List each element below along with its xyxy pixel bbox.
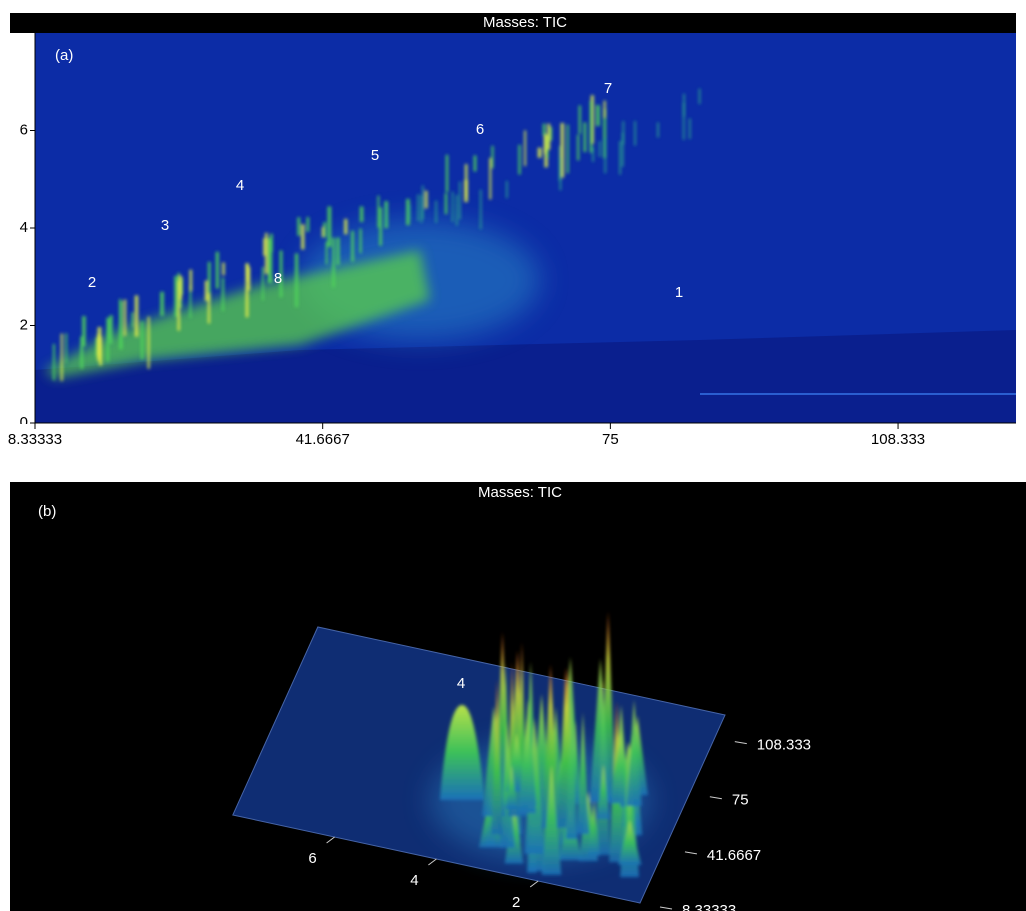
chart-title: Masses: TIC — [483, 14, 567, 31]
x-tick-label: 41.6667 — [296, 431, 350, 448]
page: Masses: TIC(a)2345678102468.3333341.6667… — [0, 0, 1026, 911]
peak-annotation: 3 — [161, 217, 169, 234]
y-tick-label: 6 — [20, 121, 28, 138]
peak-annotation: 4 — [457, 675, 465, 692]
x-tick-label: 108.333 — [757, 737, 811, 754]
y-tick-label: 2 — [512, 894, 520, 911]
peak-annotation: 2 — [88, 274, 96, 291]
peak-annotation: 1 — [675, 284, 683, 301]
peak-annotation: 6 — [476, 121, 484, 138]
peak-annotation: 5 — [371, 147, 379, 164]
y-tick-label: 2 — [20, 316, 28, 333]
x-tick-label: 108.333 — [871, 431, 925, 448]
x-tick-label: 8.33333 — [682, 902, 736, 911]
peak-annotation: 4 — [236, 177, 244, 194]
y-tick-label: 4 — [20, 219, 28, 236]
figure: Masses: TIC(a)2345678102468.3333341.6667… — [0, 0, 1026, 911]
panel-label: (b) — [38, 503, 56, 520]
peak-annotation: 7 — [604, 80, 612, 97]
x-tick-label: 75 — [602, 431, 619, 448]
y-tick-label: 4 — [410, 872, 418, 889]
y-tick-label: 6 — [308, 850, 316, 867]
peak-annotation: 8 — [274, 270, 282, 287]
x-label-strip — [0, 424, 1016, 454]
panel-label: (a) — [55, 47, 73, 64]
chart-title: Masses: TIC — [478, 484, 562, 501]
x-tick-label: 41.6667 — [707, 847, 761, 864]
x-tick-label: 75 — [732, 792, 749, 809]
x-tick-label: 8.33333 — [8, 431, 62, 448]
